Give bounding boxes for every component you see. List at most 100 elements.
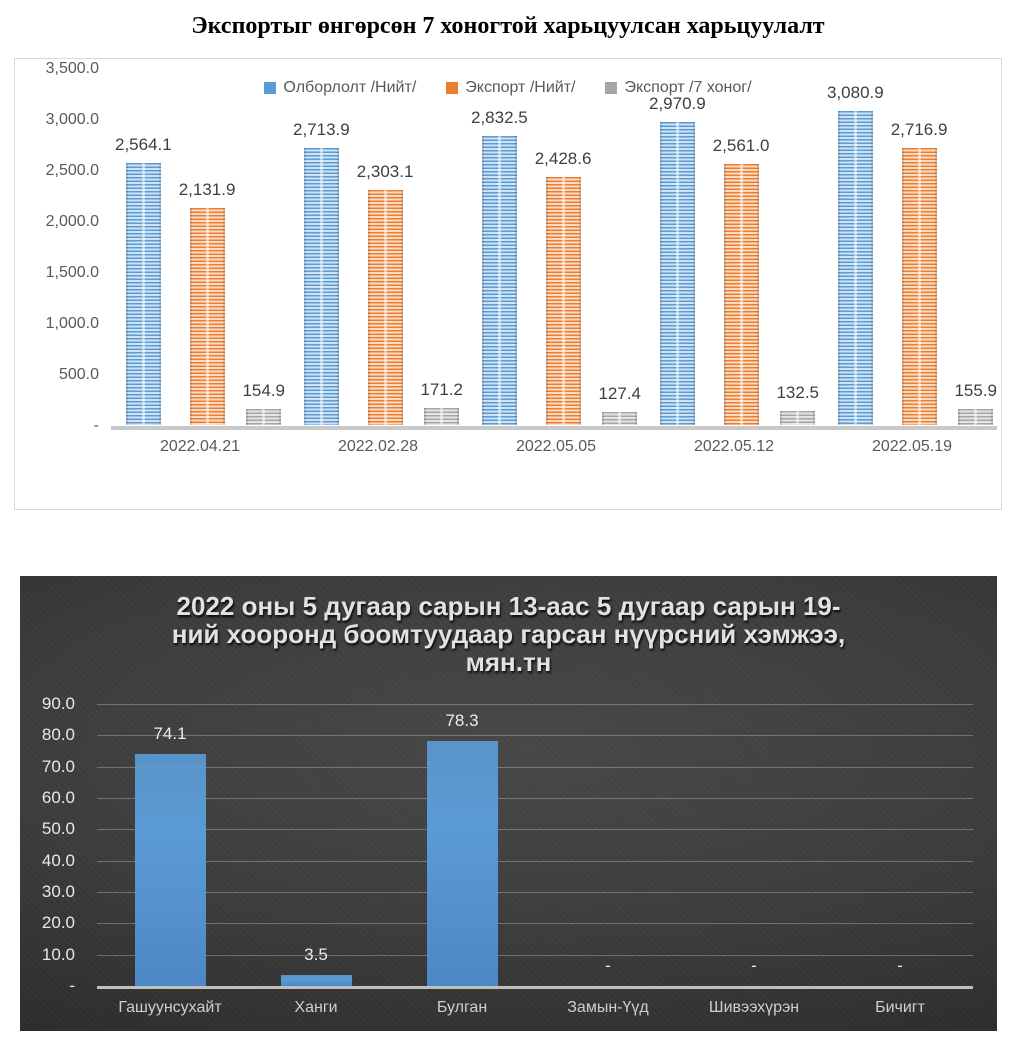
x-axis-category-label: Ханги [294, 999, 338, 1016]
data-label: 78.3 [445, 711, 479, 730]
gridline [97, 892, 973, 893]
y-axis-tick-label: 20.0 [41, 913, 75, 932]
gridline [97, 767, 973, 768]
y-axis-tick-label: 2,500.0 [45, 162, 99, 179]
data-label: 2,428.6 [534, 149, 592, 168]
bar-group: 3,080.9 2,716.9 155.9 [823, 83, 1001, 425]
bar-group: 2,832.5 2,428.6 127.4 [467, 108, 645, 425]
data-label: 2,561.0 [712, 136, 770, 155]
data-label: 3,080.9 [826, 83, 884, 102]
bar-coal-volume [134, 754, 206, 986]
bar-production-total [125, 163, 161, 425]
data-label: 127.4 [598, 384, 641, 403]
y-axis-tick-label: 30.0 [41, 882, 75, 901]
bar-group: 2,564.1 2,131.9 154.9 [111, 135, 289, 425]
y-axis-tick-label: 500.0 [58, 366, 99, 383]
x-axis-category-label: 2022.05.19 [871, 438, 953, 455]
gridline [97, 704, 973, 705]
bar-with-label: - [865, 956, 936, 986]
bar-export-total [367, 190, 403, 425]
x-axis-line [111, 426, 997, 430]
data-label: 171.2 [420, 380, 463, 399]
y-axis-tick-label: 10.0 [41, 945, 75, 964]
chart2-title-line: ний хооронд боомтуудаар гарсан нүүрсний … [171, 619, 846, 649]
data-label: - [751, 956, 757, 975]
bar-production-total [659, 122, 695, 425]
legend-item: Олборлолт /Нийт/ [264, 79, 416, 97]
bar-export-week [780, 411, 816, 425]
bar-with-label: 2,564.1 [115, 135, 172, 425]
y-axis-tick-label: 40.0 [41, 851, 75, 870]
bar-with-label: - [573, 956, 644, 986]
bar-group: 2,713.9 2,303.1 171.2 [289, 120, 467, 425]
bar-with-label: 2,713.9 [293, 120, 350, 425]
data-label: 154.9 [242, 381, 285, 400]
x-axis-category-label: Бичигт [875, 999, 925, 1016]
bar-group: - [681, 956, 827, 986]
bar-with-label: 3.5 [280, 945, 352, 986]
bar-with-label: 2,303.1 [357, 162, 413, 425]
bar-with-label: 78.3 [426, 711, 498, 986]
bar-export-total [545, 177, 581, 425]
bar-export-total [723, 164, 759, 425]
data-label: 132.5 [776, 383, 819, 402]
bar-group: 74.1 [97, 724, 243, 986]
legend-swatch-icon [605, 82, 618, 94]
bar-export-week [958, 409, 994, 425]
x-axis-line [97, 986, 973, 989]
bar-with-label: 2,832.5 [471, 108, 528, 425]
gridline [97, 735, 973, 736]
y-axis-tick-label: 3,500.0 [45, 60, 99, 77]
y-axis-tick-label: 80.0 [41, 725, 75, 744]
data-label: 2,970.9 [648, 94, 706, 113]
x-axis-category-label: 2022.02.28 [337, 438, 419, 455]
data-label: 2,713.9 [292, 120, 350, 139]
x-axis-category-label: Гашуунсухайт [118, 999, 222, 1016]
bar-group: - [827, 956, 973, 986]
gridline [97, 829, 973, 830]
gridline [97, 955, 973, 956]
bar-export-total [189, 208, 225, 425]
data-label: 155.9 [954, 381, 997, 400]
gridline [97, 923, 973, 924]
bar-export-total [901, 148, 937, 425]
y-axis-tick-label: 70.0 [41, 757, 75, 776]
x-axis-category-label: Шивээхүрэн [708, 999, 800, 1016]
y-axis-tick-label: 60.0 [41, 788, 75, 807]
bar-with-label: 2,428.6 [534, 149, 592, 425]
data-label: 2,564.1 [114, 135, 172, 154]
bar-with-label: 171.2 [420, 380, 463, 425]
bar-with-label: 154.9 [242, 381, 285, 425]
x-axis-category-label: Замын-Үүд [567, 999, 649, 1016]
gridline [97, 798, 973, 799]
bar-with-label: 2,131.9 [179, 180, 235, 425]
chart-legend: Олборлолт /Нийт/Экспорт /Нийт/Экспорт /7… [15, 79, 1001, 97]
y-axis-tick-label: 50.0 [41, 819, 75, 838]
export-weekly-comparison-chart: Олборлолт /Нийт/Экспорт /Нийт/Экспорт /7… [14, 58, 1002, 510]
data-label: 3.5 [304, 945, 328, 964]
y-axis-tick-label: 1,000.0 [45, 315, 99, 332]
bar-export-week [246, 409, 282, 425]
data-label: - [897, 956, 903, 975]
bar-production-total [837, 111, 873, 425]
bar-export-week [602, 412, 638, 425]
legend-label: Олборлолт /Нийт/ [283, 79, 417, 96]
y-axis-tick-label: 90.0 [41, 694, 75, 713]
legend-item: Экспорт /Нийт/ [446, 79, 575, 97]
legend-swatch-icon [264, 82, 277, 94]
data-label: - [605, 956, 611, 975]
bar-with-label: - [719, 956, 790, 986]
data-label: 74.1 [153, 724, 187, 743]
bar-production-total [481, 136, 517, 425]
bar-group: 3.5 [243, 945, 389, 986]
legend-item: Экспорт /7 хоног/ [605, 79, 752, 97]
bar-with-label: 155.9 [954, 381, 997, 425]
chart1-title: Экспортыг өнгөрсөн 7 хоногтой харьцуулса… [191, 13, 825, 39]
gridline [97, 861, 973, 862]
x-axis-category-label: 2022.05.05 [515, 438, 597, 455]
bar-export-week [424, 408, 460, 425]
legend-swatch-icon [446, 82, 459, 94]
data-label: 2,832.5 [470, 108, 528, 127]
bar-group: - [535, 956, 681, 986]
bar-with-label: 74.1 [134, 724, 206, 986]
